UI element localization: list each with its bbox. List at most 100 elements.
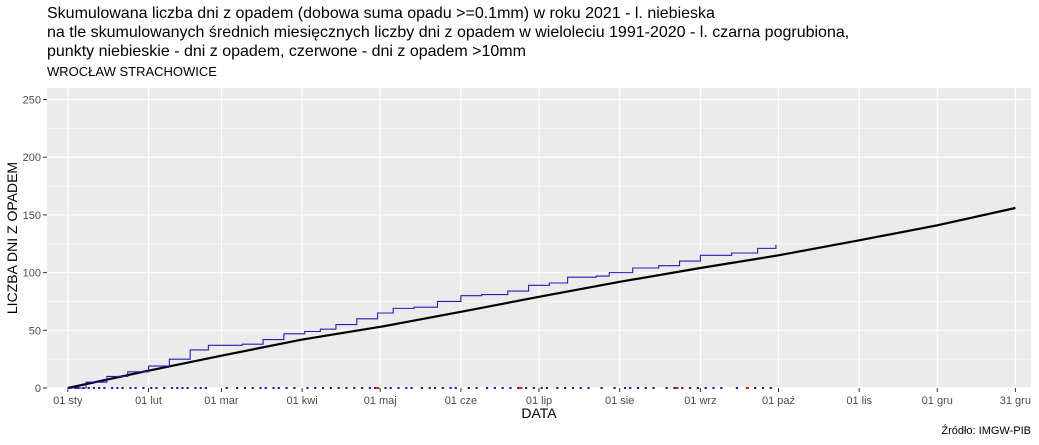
rain-day-mark	[329, 387, 332, 389]
x-tick-label: 01 sty	[53, 395, 83, 407]
rain-day-mark	[644, 387, 647, 389]
rain-day-mark	[754, 387, 757, 389]
rain-day-mark	[285, 387, 288, 389]
x-tick-label: 01 lip	[526, 395, 552, 407]
rain-day-mark	[441, 387, 444, 389]
y-axis-title: LICZBA DNI Z OPADEM	[4, 162, 20, 314]
rain-day-mark	[485, 387, 489, 389]
rain-day-mark	[111, 387, 114, 389]
rain-day-mark	[264, 387, 267, 389]
rain-day-mark	[321, 387, 325, 389]
rain-day-mark	[389, 387, 392, 389]
source-note: Źródło: IMGW-PIB	[941, 425, 1031, 437]
rain-day-mark	[150, 387, 153, 389]
rain-day-mark	[170, 387, 174, 389]
rain-day-mark	[405, 387, 408, 389]
rain-day-mark	[524, 387, 528, 389]
rain-day-mark	[293, 387, 296, 389]
rain-day-mark	[673, 387, 676, 389]
rain-day-mark	[103, 387, 106, 389]
x-tick-label: 01 cze	[445, 395, 477, 407]
rain-day-mark	[420, 387, 424, 389]
rain-day-mark	[636, 387, 640, 389]
rain-day-mark	[374, 387, 377, 389]
rain-day-mark	[712, 387, 715, 389]
rain-day-mark	[306, 387, 309, 389]
rain-day-mark	[769, 387, 772, 389]
y-tick-label: 0	[35, 383, 41, 395]
rain-day-mark	[194, 387, 197, 389]
x-tick-label: 01 mar	[204, 395, 239, 407]
rain-day-mark	[155, 387, 158, 389]
x-tick-label: 01 sie	[605, 395, 634, 407]
rain-day-mark	[236, 387, 239, 389]
station-name: WROCŁAW STRACHOWICE	[47, 64, 217, 79]
x-tick-label: 01 maj	[364, 395, 397, 407]
rain-day-mark	[688, 387, 692, 389]
rain-day-mark	[600, 387, 603, 389]
rain-day-mark	[272, 387, 275, 389]
rain-day-mark	[163, 387, 166, 389]
x-axis-title: DATA	[521, 405, 557, 421]
rain-day-mark	[345, 387, 348, 389]
rain-day-mark	[545, 387, 549, 389]
chart-title-line-2: na tle skumulowanych średnich miesięczny…	[47, 24, 850, 41]
rain-day-mark	[735, 387, 739, 389]
x-tick-label: 01 lut	[135, 395, 162, 407]
rain-day-mark	[629, 387, 632, 389]
rain-day-mark	[613, 387, 616, 389]
observed-2021-line	[67, 244, 777, 389]
x-tick-label: 01 wrz	[684, 395, 716, 407]
y-axis: 0 50 100 150 200 250	[23, 95, 47, 395]
rain-day-mark	[696, 387, 699, 389]
rain-day-mark	[428, 387, 431, 389]
rain-day-mark	[384, 387, 387, 389]
rain-day-mark	[720, 387, 723, 389]
rain-day-mark	[454, 387, 457, 389]
rain-day-mark	[410, 387, 413, 389]
rain-day-mark	[540, 387, 543, 389]
x-tick-label: 01 paź	[762, 395, 795, 407]
rain-day-mark	[225, 387, 228, 389]
rain-day-mark	[704, 387, 707, 389]
rain-day-mark	[587, 387, 590, 389]
rain-day-mark	[353, 387, 356, 389]
rain-day-mark	[475, 387, 478, 389]
rain-day-mark	[142, 387, 145, 389]
rain-day-mark	[98, 387, 101, 389]
rain-day-mark	[277, 387, 280, 389]
x-tick-label: 01 gru	[922, 395, 953, 407]
grid-lines	[47, 88, 1031, 389]
rain-day-mark	[517, 387, 520, 389]
y-tick-label: 150	[23, 210, 41, 222]
rain-day-mark	[623, 387, 627, 389]
rain-day-mark	[564, 387, 567, 389]
rain-day-mark	[181, 387, 184, 389]
rain-day-mark	[92, 387, 96, 389]
heavy-rain-day-mark	[519, 387, 523, 389]
rain-day-mark	[665, 387, 668, 389]
rain-day-mark	[509, 387, 512, 389]
rain-day-mark	[87, 387, 90, 389]
y-tick-label: 100	[23, 268, 41, 280]
rain-day-mark	[259, 387, 262, 389]
rain-day-mark	[532, 387, 535, 389]
rain-day-mark	[129, 387, 132, 389]
rain-day-mark	[652, 387, 655, 389]
rain-day-mark	[176, 387, 179, 389]
rain-day-mark	[397, 387, 400, 389]
rain-day-mark	[186, 387, 189, 389]
rain-day-mark	[251, 387, 254, 389]
heavy-rain-day-mark	[376, 387, 380, 389]
normal-1991-2020-line	[67, 206, 1016, 390]
rain-day-mark	[761, 387, 765, 389]
rain-day-mark	[501, 387, 504, 389]
y-tick-label: 200	[23, 152, 41, 164]
rain-day-mark	[204, 387, 207, 389]
rain-day-mark	[337, 387, 340, 389]
series-lines	[67, 206, 1016, 390]
rain-day-mark	[556, 387, 559, 389]
x-tick-label: 01 kwi	[287, 395, 318, 407]
y-tick-label: 250	[23, 95, 41, 107]
